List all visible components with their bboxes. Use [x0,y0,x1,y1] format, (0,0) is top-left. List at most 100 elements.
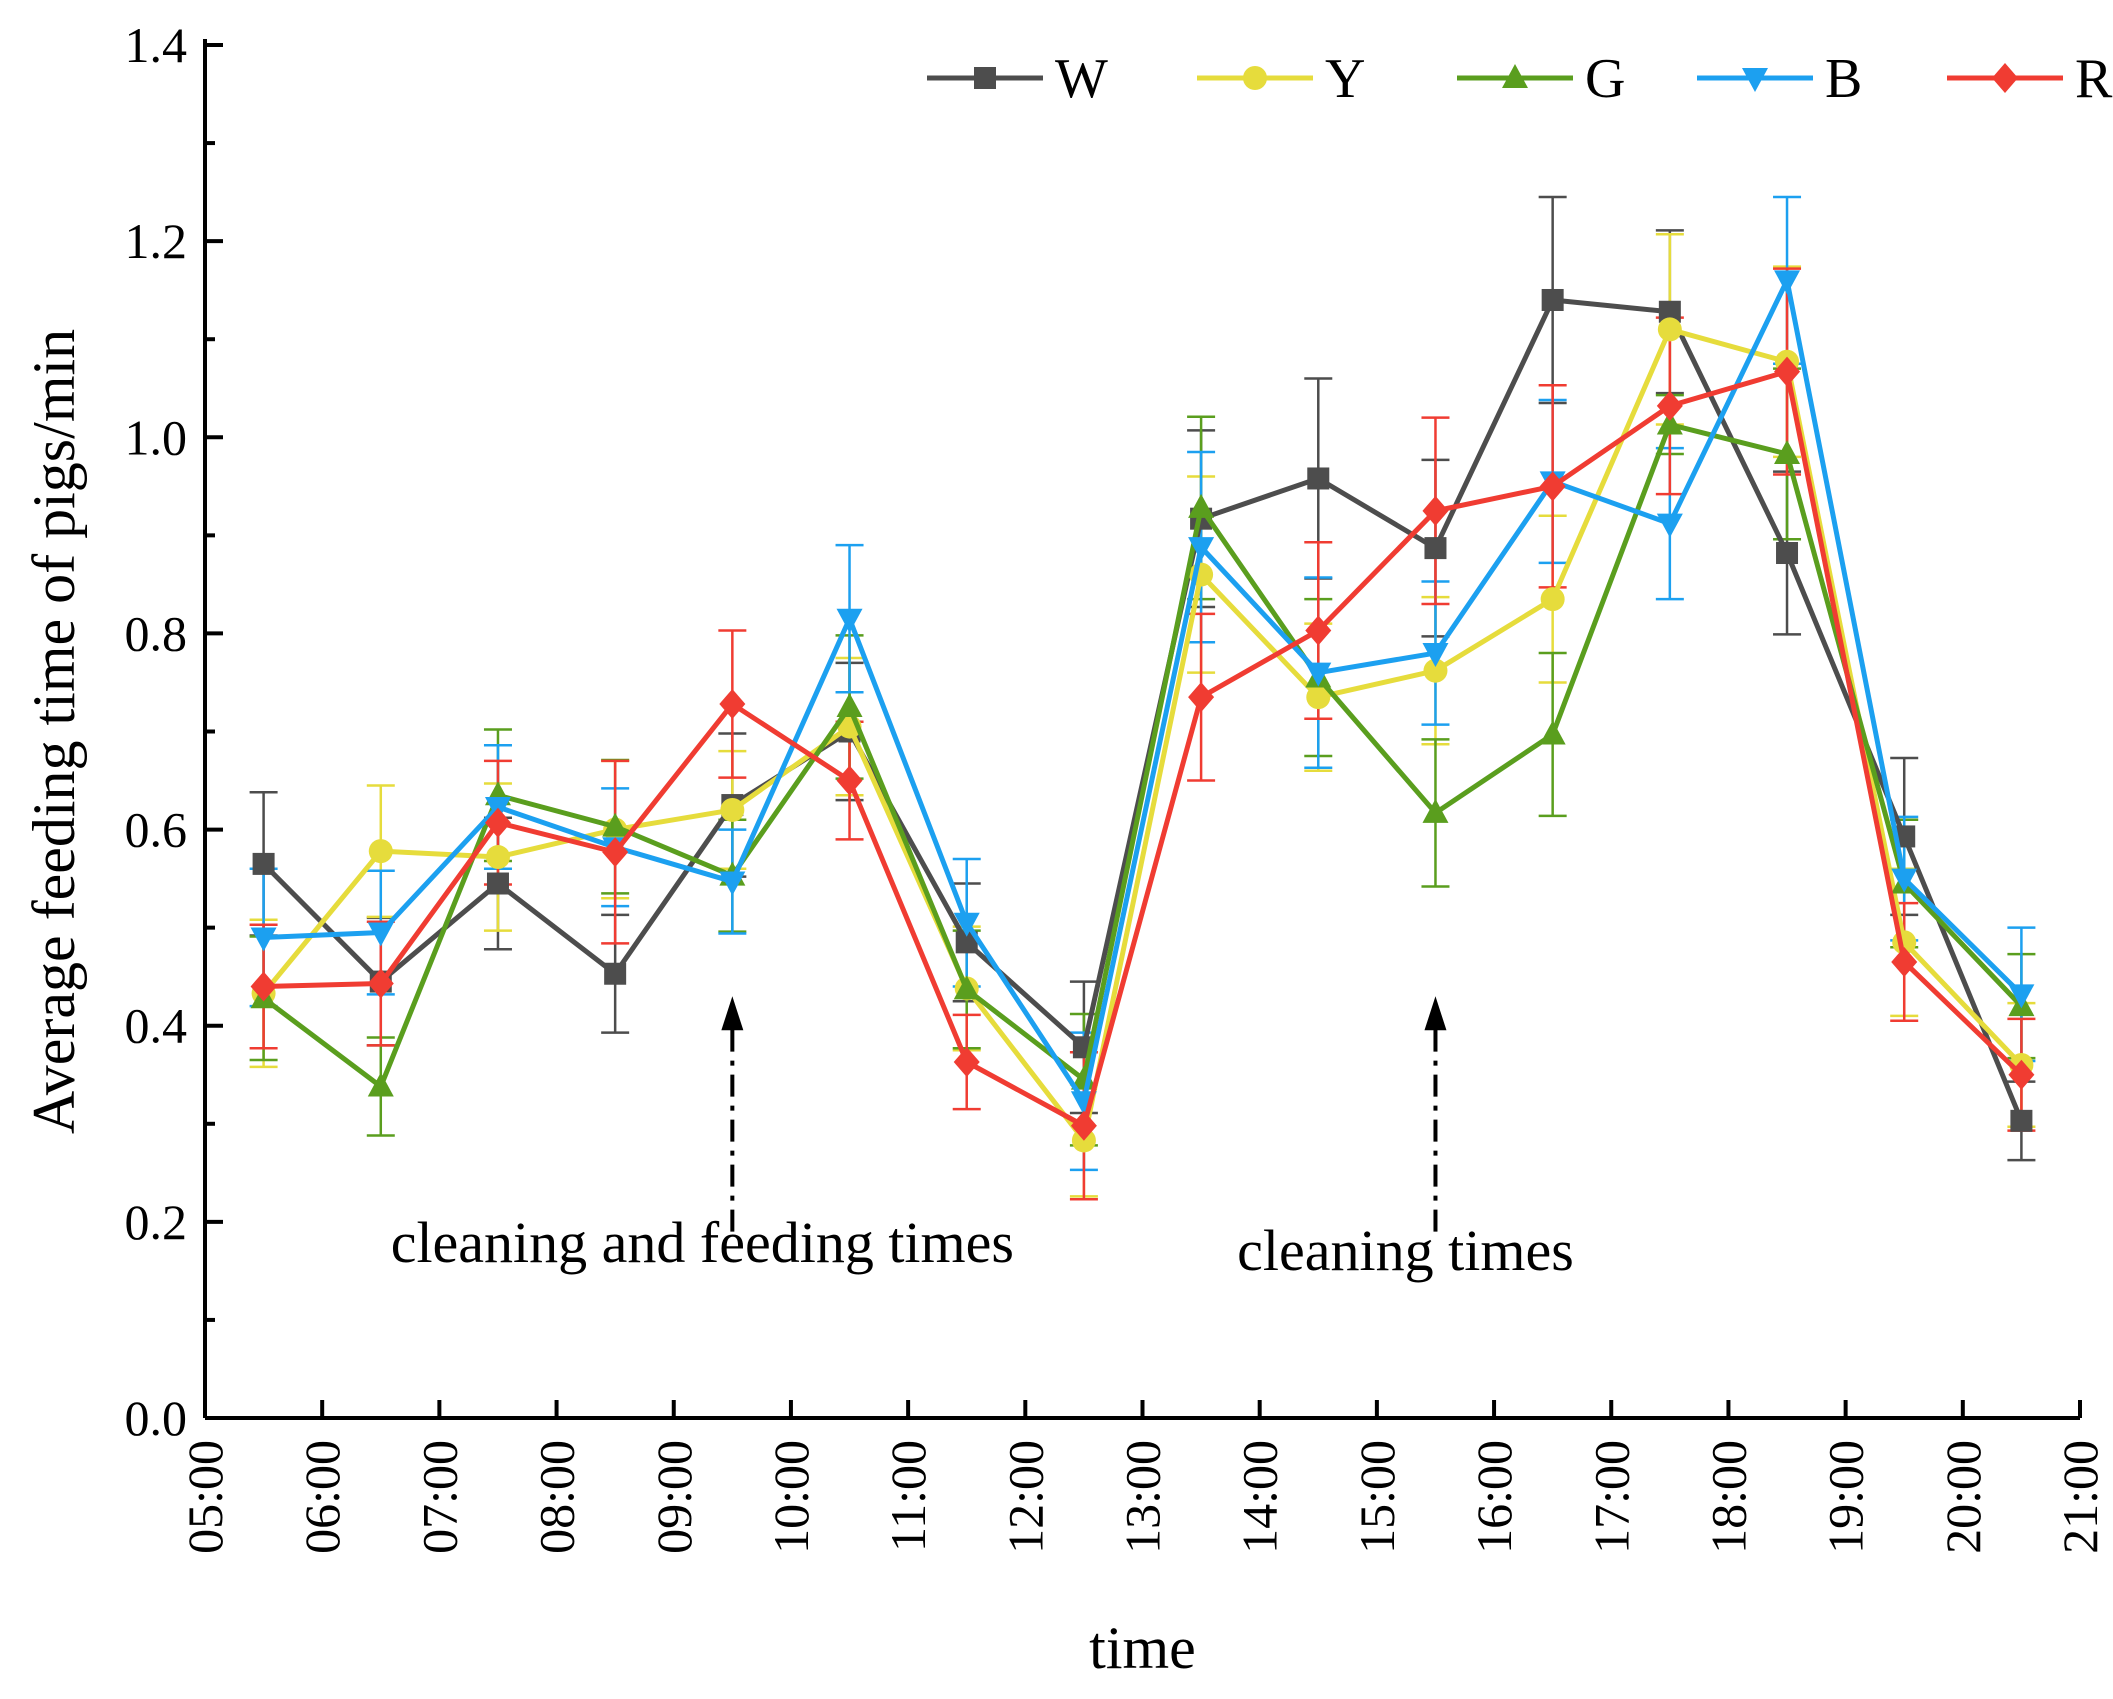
annotations: cleaning and feeding times cleaning times [391,996,1574,1283]
y-tick-label: 1.2 [125,213,188,269]
data-point-g [1070,1065,1097,1090]
data-point-y [1306,685,1331,710]
legend-label-y: Y [1325,48,1365,110]
x-tick-label: 19:00 [1818,1440,1874,1554]
data-point-r [1891,946,1918,977]
y-tick-label: 0.6 [125,802,188,858]
annotation-arrow-head [1424,996,1447,1031]
series-line-g [262,422,2024,1090]
data-point-y [368,839,393,864]
data-point-r [1188,682,1215,713]
data-point-y [485,845,510,870]
x-tick-label: 09:00 [646,1440,702,1554]
data-point-b [1774,270,1801,295]
data-point-b [719,871,746,896]
data-point-w [604,962,627,985]
x-tick-label: 05:00 [177,1440,233,1554]
y-tick-label: 0.0 [125,1390,188,1446]
data-point-r [1656,390,1683,421]
legend-label-w: W [1055,48,1108,110]
data-point-w [955,931,978,954]
data-point-w [252,852,275,875]
data-point-b [1305,662,1332,687]
series-line-y [261,326,2024,1143]
data-point-w [1541,288,1564,311]
data-point-g [1422,798,1449,823]
x-tick-label: 06:00 [294,1440,350,1554]
data-point-r [953,1047,980,1078]
data-point-r [2008,1059,2035,1090]
x-tick-label: 17:00 [1583,1440,1639,1554]
y-tick-label: 0.2 [125,1194,188,1250]
y-axis-title: Average feeding time of pigs/min [21,329,87,1134]
data-point-y [720,797,745,822]
annotation-label: cleaning times [1237,1218,1574,1283]
data-point-w [1658,300,1681,323]
data-point-g [367,1072,394,1097]
legend-marker-b [1742,68,1768,92]
legend-label-g: G [1585,48,1625,110]
x-tick-label: 18:00 [1700,1440,1756,1554]
x-tick-label: 15:00 [1349,1440,1405,1554]
data-point-r [1774,356,1801,387]
x-tick-label: 20:00 [1935,1440,1991,1554]
data-point-y [1423,658,1448,683]
data-point-b [367,922,394,947]
data-point-w [1776,542,1799,565]
axes: 0.0 0.2 0.4 0.6 0.8 1.0 1.2 1.4 05:00 06:00 07:00 0… [21,17,2108,1681]
x-tick-label: 13:00 [1115,1440,1171,1554]
x-tick-label: 14:00 [1232,1440,1288,1554]
data-point-b [2008,984,2035,1009]
data-point-g [602,812,629,837]
data-point-g [836,692,863,717]
y-tick-label: 0.8 [125,605,188,661]
annotation-label: cleaning and feeding times [391,1210,1014,1275]
data-point-r [719,689,746,720]
y-tick-label: 0.4 [125,998,188,1054]
data-point-w [1424,537,1447,560]
data-point-g [1656,410,1683,435]
data-point-b [953,912,980,937]
data-point-b [1891,868,1918,893]
legend-marker-g [1502,64,1528,88]
x-tick-label: 21:00 [2052,1440,2108,1554]
data-point-r [1539,471,1566,502]
data-point-g [1774,439,1801,464]
x-tick-label: 08:00 [529,1440,585,1554]
y-tick-label: 1.0 [125,409,188,465]
data-point-r [836,765,863,796]
data-point-r [1070,1110,1097,1141]
data-point-y [1657,317,1682,342]
x-tick-label: 12:00 [997,1440,1053,1554]
x-tick-label: 16:00 [1466,1440,1522,1554]
data-point-y [1540,587,1565,612]
series-line-b [263,277,2024,1104]
legend-label-r: R [2075,48,2113,110]
series-line-r [263,369,2024,1129]
annotation-arrow-head [721,996,744,1031]
data-point-g [1539,720,1566,745]
series-lines [250,270,2035,1153]
data-point-b [250,927,277,952]
x-tick-label: 10:00 [763,1440,819,1554]
data-point-b [836,608,863,633]
data-point-b [1656,513,1683,538]
data-point-r [484,807,511,838]
legend-marker-r [1992,63,2018,93]
data-point-r [367,968,394,999]
data-point-w [1307,467,1330,490]
error-bars [249,195,2036,1201]
legend-marker-y [1243,66,1267,90]
data-point-r [602,837,629,868]
x-axis-title: time [1089,1615,1196,1681]
x-tick-label: 07:00 [411,1440,467,1554]
x-tick-label: 11:00 [880,1440,936,1552]
data-point-b [1422,643,1449,668]
data-point-g [1188,493,1215,518]
data-point-w [2010,1109,2033,1132]
data-point-r [1305,615,1332,646]
y-tick-label: 1.4 [125,17,188,73]
legend-marker-w [974,67,996,89]
